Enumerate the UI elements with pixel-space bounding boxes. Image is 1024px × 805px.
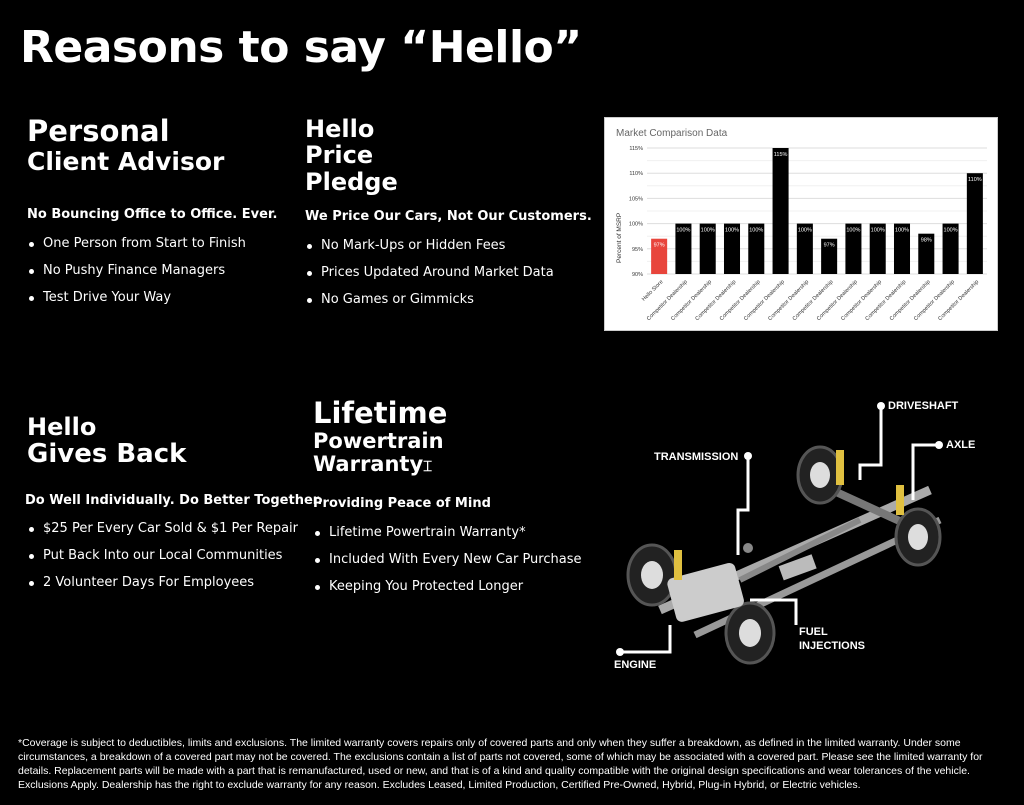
label-engine: ENGINE [614,659,657,671]
chassis-diagram [616,402,943,665]
list-item: Included With Every New Car Purchase [313,552,581,567]
y-tick-label: 100% [629,222,643,228]
data-label: 100% [895,228,909,234]
bar [845,223,862,274]
x-tick-label: Competitor Dealership [913,279,956,322]
list-item: Prices Updated Around Market Data [305,265,592,280]
list-item: Test Drive Your Way [27,290,277,305]
bar [821,238,838,274]
bar [966,173,983,274]
section-title: Price [305,141,374,170]
label-injections: INJECTIONS [799,640,866,652]
bar [772,148,789,274]
data-label: 100% [944,228,958,234]
x-tick-label: Competitor Dealership [743,279,786,322]
label-axle: AXLE [946,439,976,451]
section-personal-advisor: Personal Client Advisor No Bouncing Offi… [27,114,278,317]
x-tick-label: Competitor Dealership [864,279,907,322]
section-title: Client Advisor [27,146,225,176]
section-title: Pledge [305,167,398,196]
list-item: $25 Per Every Car Sold & $1 Per Repair [27,521,322,536]
label-fuel: FUEL [799,626,828,638]
y-tick-label: 105% [629,196,643,202]
list-item: Put Back Into our Local Communities [27,548,322,563]
bar [869,223,886,274]
bar [893,223,911,274]
footnote: *Coverage is subject to deductibles, lim… [18,737,983,791]
section-title: Powertrain [313,428,444,453]
bar [918,233,935,274]
data-label: 97% [824,243,835,249]
list-item: 2 Volunteer Days For Employees [27,575,322,590]
bar [796,223,813,274]
drivetrain-icon: ⌶ [423,456,433,475]
x-tick-label: Competitor Dealership [670,279,713,322]
section-gives-back: Hello Gives Back Do Well Individually. D… [25,413,323,602]
data-label: 98% [921,238,932,244]
bar [942,223,959,274]
y-axis-label: Percent of MSRP [616,213,623,263]
y-tick-label: 110% [629,171,643,177]
section-price-pledge: Hello Price Pledge We Price Our Cars, No… [305,116,592,319]
bar [675,223,692,274]
x-tick-label: Competitor Dealership [816,279,859,322]
list-item: One Person from Start to Finish [27,236,277,251]
section-title: Gives Back [27,439,187,470]
section-title: Hello [305,115,375,143]
x-tick-label: Hello Store [641,279,664,302]
x-tick-label: Competitor Dealership [937,279,980,322]
section-title: Warranty [313,451,424,476]
list-item: No Mark-Ups or Hidden Fees [305,238,592,253]
label-transmission: TRANSMISSION [654,451,739,463]
x-tick-label: Competitor Dealership [694,279,737,322]
section-subtitle: We Price Our Cars, Not Our Customers. [305,209,592,225]
data-label: 100% [871,228,885,234]
x-tick-label: Competitor Dealership [889,279,932,322]
x-tick-label: Competitor Dealership [719,279,762,322]
data-label: 100% [846,228,860,234]
market-comparison-chart: Market Comparison Data Percent of MSRP 9… [604,117,998,331]
y-tick-label: 90% [632,272,643,278]
section-title: Personal [27,114,170,148]
chassis-illustration [626,445,942,665]
data-label: 100% [749,228,763,234]
list-item: Lifetime Powertrain Warranty* [313,525,581,540]
list-item: No Pushy Finance Managers [27,263,277,278]
x-tick-label: Competitor Dealership [792,279,835,322]
list-item: Keeping You Protected Longer [313,579,581,594]
section-subtitle: Do Well Individually. Do Better Together… [25,492,323,508]
section-subtitle: Providing Peace of Mind [313,496,491,512]
data-label: 97% [654,243,665,249]
x-tick-label: Competitor Dealership [767,279,810,322]
data-label: 100% [676,228,690,234]
data-label: 100% [701,228,715,234]
section-title: Hello [27,413,97,441]
list-item: No Games or Gimmicks [305,292,592,307]
chart-svg: Market Comparison Data Percent of MSRP 9… [616,128,987,322]
label-driveshaft: DRIVESHAFT [888,400,959,412]
x-tick-label: Competitor Dealership [646,279,689,322]
data-label: 100% [798,228,812,234]
data-label: 115% [774,152,788,158]
x-tick-label: Competitor Dealership [840,279,883,322]
y-tick-label: 115% [629,146,643,152]
bar [723,223,741,274]
y-tick-label: 95% [632,247,643,253]
section-title: Lifetime [313,396,448,430]
bar [651,238,668,274]
chart-title: Market Comparison Data [616,128,728,139]
page-title: Reasons to say “Hello” [20,22,582,73]
data-label: 110% [968,177,982,183]
bar [699,223,716,274]
bar [748,223,765,274]
section-powertrain-warranty: Lifetime Powertrain Warranty⌶ Providing … [313,396,581,606]
section-subtitle: No Bouncing Office to Office. Ever. [27,207,278,223]
data-label: 100% [725,228,739,234]
